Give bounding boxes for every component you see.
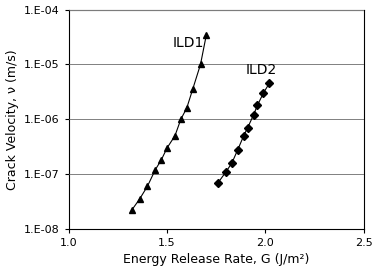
Y-axis label: Crack Velocity, ν (m/s): Crack Velocity, ν (m/s) — [6, 49, 19, 190]
Text: ILD2: ILD2 — [246, 63, 277, 76]
Text: ILD1: ILD1 — [173, 36, 204, 50]
X-axis label: Energy Release Rate, G (J/m²): Energy Release Rate, G (J/m²) — [123, 254, 310, 267]
